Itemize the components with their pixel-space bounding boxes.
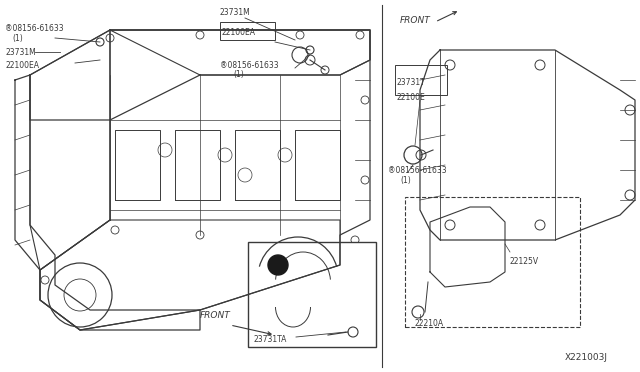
Text: 22100EA: 22100EA (222, 28, 256, 36)
Text: 23731T: 23731T (397, 77, 426, 87)
Text: ®08156-61633: ®08156-61633 (5, 23, 63, 32)
Text: (1): (1) (233, 70, 244, 78)
Text: 22100EA: 22100EA (5, 61, 39, 70)
Text: ®08156-61633: ®08156-61633 (388, 166, 447, 174)
Circle shape (268, 255, 288, 275)
Text: 22100E: 22100E (397, 93, 426, 102)
Text: 22210A: 22210A (415, 320, 444, 328)
Text: FRONT: FRONT (400, 16, 431, 25)
Text: (1): (1) (400, 176, 411, 185)
Bar (248, 242, 376, 347)
Text: 23731M: 23731M (220, 7, 251, 16)
Text: 22125V: 22125V (510, 257, 539, 266)
Text: FRONT: FRONT (200, 311, 231, 320)
Bar (405, 197, 580, 327)
Bar (220, 22, 275, 40)
Text: 23731TA: 23731TA (253, 334, 286, 343)
Text: (1): (1) (12, 33, 23, 42)
Text: ®08156-61633: ®08156-61633 (220, 61, 278, 70)
Bar (395, 65, 447, 95)
Text: X221003J: X221003J (565, 353, 608, 362)
Text: 23731M: 23731M (5, 48, 36, 57)
